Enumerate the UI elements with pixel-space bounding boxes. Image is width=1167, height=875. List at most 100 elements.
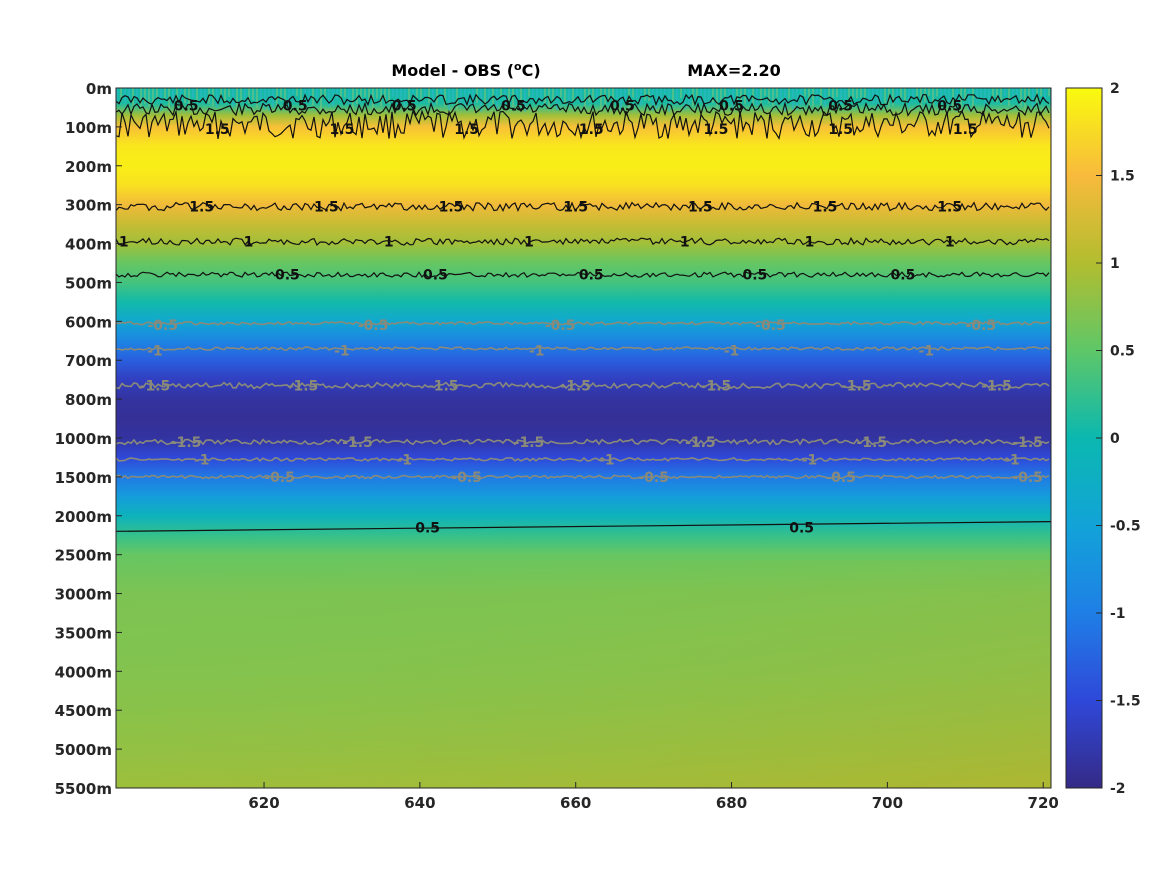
noise-streak xyxy=(392,88,394,97)
contour-labels: 0.5 0.5 0.5 0.5 0.5 0.5 0.5 0.5 1.5 1.5 1.5 1.5 1.5 1… xyxy=(119,99,1043,537)
noise-streak xyxy=(848,88,850,98)
heatmap-field: 0.5 0.5 0.5 0.5 0.5 0.5 0.5 0.5 1.5 1.5 1.5 1.5 1.5 1… xyxy=(116,88,1051,788)
contour-line xyxy=(116,93,1050,107)
noise-streak xyxy=(784,88,786,112)
x-tick-label: 660 xyxy=(560,794,591,812)
contour-label: -1.5 xyxy=(140,379,171,395)
noise-streak xyxy=(436,88,438,105)
noise-streak xyxy=(324,88,326,97)
colorbar-tick-label: -2 xyxy=(1110,781,1126,797)
noise-streak xyxy=(756,88,758,106)
contour-label: -0.5 xyxy=(638,470,669,486)
noise-streak xyxy=(572,88,574,102)
noise-streak xyxy=(300,88,302,106)
noise-streak xyxy=(872,88,874,104)
noise-streak xyxy=(796,88,798,110)
noise-streak xyxy=(648,88,650,102)
contour-label: 1.5 xyxy=(953,122,978,138)
noise-streak xyxy=(712,88,714,104)
noise-streak xyxy=(220,88,222,99)
noise-streak xyxy=(388,88,390,104)
contour-label: 0.5 xyxy=(610,99,635,115)
contour-label: 1.5 xyxy=(813,200,838,216)
x-tick-label: 680 xyxy=(716,794,747,812)
noise-streak xyxy=(964,88,966,101)
noise-streak xyxy=(868,88,870,101)
noise-streak xyxy=(688,88,690,105)
noise-streak xyxy=(276,88,278,105)
noise-streak xyxy=(372,88,374,109)
noise-streak xyxy=(700,88,702,103)
noise-streak xyxy=(368,88,370,100)
contour-label: -1.5 xyxy=(514,435,545,451)
noise-streak xyxy=(808,88,810,106)
noise-streak xyxy=(1040,88,1042,97)
y-tick-label: 2000m xyxy=(55,508,112,526)
contour-label: 1.5 xyxy=(439,200,464,216)
noise-streak xyxy=(196,88,198,102)
contour-label: 1 xyxy=(119,235,129,251)
y-tick-label: 1500m xyxy=(55,469,112,487)
noise-streak xyxy=(740,88,742,104)
noise-streak xyxy=(716,88,718,111)
noise-streak xyxy=(632,88,634,98)
noise-streak xyxy=(200,88,202,98)
noise-streak xyxy=(836,88,838,97)
noise-streak xyxy=(620,88,622,111)
noise-streak xyxy=(524,88,526,112)
contour-line xyxy=(116,381,1050,390)
noise-streak xyxy=(248,88,250,104)
noise-streak xyxy=(416,88,418,98)
max-label: MAX=2.20 xyxy=(687,61,781,80)
noise-streak xyxy=(920,88,922,109)
noise-streak xyxy=(412,88,414,98)
noise-streak xyxy=(484,88,486,107)
noise-streak xyxy=(976,88,978,103)
noise-streak xyxy=(460,88,462,104)
noise-streak xyxy=(348,88,350,105)
y-axis: 0m 100m 200m 300m 400m 500m 600m 700m 800m 1000m 1… xyxy=(55,80,122,798)
contour-label: 0.5 xyxy=(283,99,308,115)
contour-label: -1.5 xyxy=(701,379,732,395)
noise-streak xyxy=(164,88,166,98)
noise-streak xyxy=(780,88,782,103)
colorbar-tick-label: 1.5 xyxy=(1110,169,1135,185)
noise-streak xyxy=(136,88,138,101)
noise-streak xyxy=(832,88,834,98)
noise-streak xyxy=(192,88,194,99)
contour-label: 0.5 xyxy=(828,99,853,115)
noise-streak xyxy=(660,88,662,101)
y-tick-label: 5000m xyxy=(55,741,112,759)
y-tick-label: 200m xyxy=(65,158,112,176)
colorbar-ticks: 2 1.5 1 0.5 0 -0.5 -1 -1.5 -2 xyxy=(1096,81,1141,797)
colorbar-tick-label: -0.5 xyxy=(1110,519,1141,535)
noise-streak xyxy=(940,88,942,104)
noise-streak xyxy=(304,88,306,98)
noise-streak xyxy=(264,88,266,110)
heatmap-bottom-tint xyxy=(116,560,1051,788)
noise-streak xyxy=(1032,88,1034,108)
noise-streak xyxy=(1048,88,1050,97)
noise-streak xyxy=(252,88,254,101)
noise-streak xyxy=(844,88,846,105)
noise-streak xyxy=(960,88,962,111)
noise-streak xyxy=(420,88,422,99)
x-tick-label: 640 xyxy=(404,794,435,812)
noise-streak xyxy=(792,88,794,110)
noise-streak xyxy=(532,88,534,99)
noise-streak xyxy=(364,88,366,98)
noise-streak xyxy=(380,88,382,106)
noise-streak xyxy=(768,88,770,104)
noise-streak xyxy=(216,88,218,109)
contour-label: 1.5 xyxy=(314,200,339,216)
noise-streak xyxy=(576,88,578,97)
contour-line xyxy=(116,346,1050,351)
contour-label: -0.5 xyxy=(755,318,786,334)
noise-streak xyxy=(840,88,842,104)
noise-streak xyxy=(656,88,658,109)
contour-label: -1.5 xyxy=(981,379,1012,395)
noise-streak xyxy=(500,88,502,97)
y-tick-label: 3500m xyxy=(55,624,112,642)
contour-line xyxy=(116,236,1050,247)
noise-streak xyxy=(912,88,914,100)
